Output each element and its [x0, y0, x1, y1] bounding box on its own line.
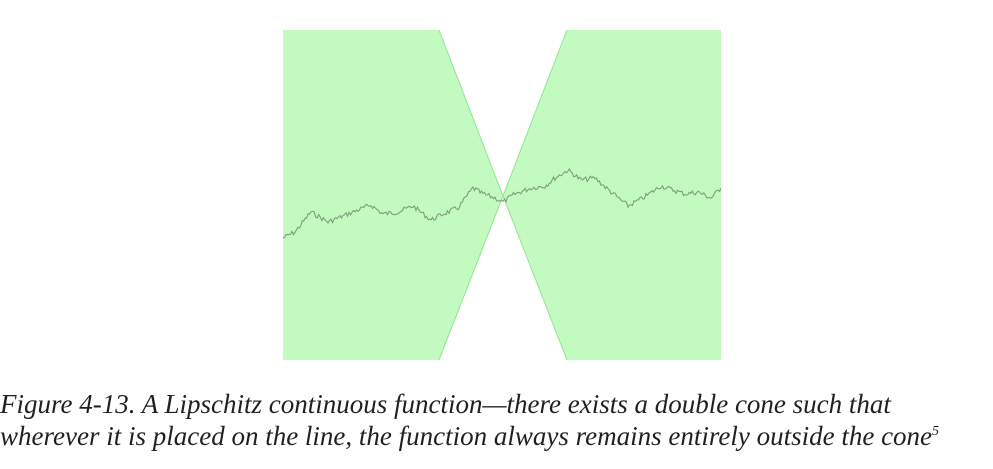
- outside-cone-region-left: [283, 30, 503, 360]
- caption-text-1: Figure 4-13. A Lipschitz continuous func…: [0, 389, 891, 419]
- caption-line-1: Figure 4-13. A Lipschitz continuous func…: [0, 388, 993, 420]
- lipschitz-cone-figure: [283, 30, 721, 360]
- figure-caption: Figure 4-13. A Lipschitz continuous func…: [0, 388, 993, 452]
- lipschitz-function-curve: [283, 167, 721, 239]
- caption-line-2: wherever it is placed on the line, the f…: [0, 420, 993, 452]
- footnote-marker: 5: [932, 424, 940, 439]
- caption-text-2: wherever it is placed on the line, the f…: [0, 421, 933, 451]
- cone-edge-upper-left: [438, 30, 504, 197]
- cone-edge-lower-right: [502, 195, 568, 360]
- outside-cone-region-right: [503, 30, 721, 360]
- cone-edge-upper-right: [502, 30, 568, 197]
- cone-edge-lower-left: [438, 195, 504, 360]
